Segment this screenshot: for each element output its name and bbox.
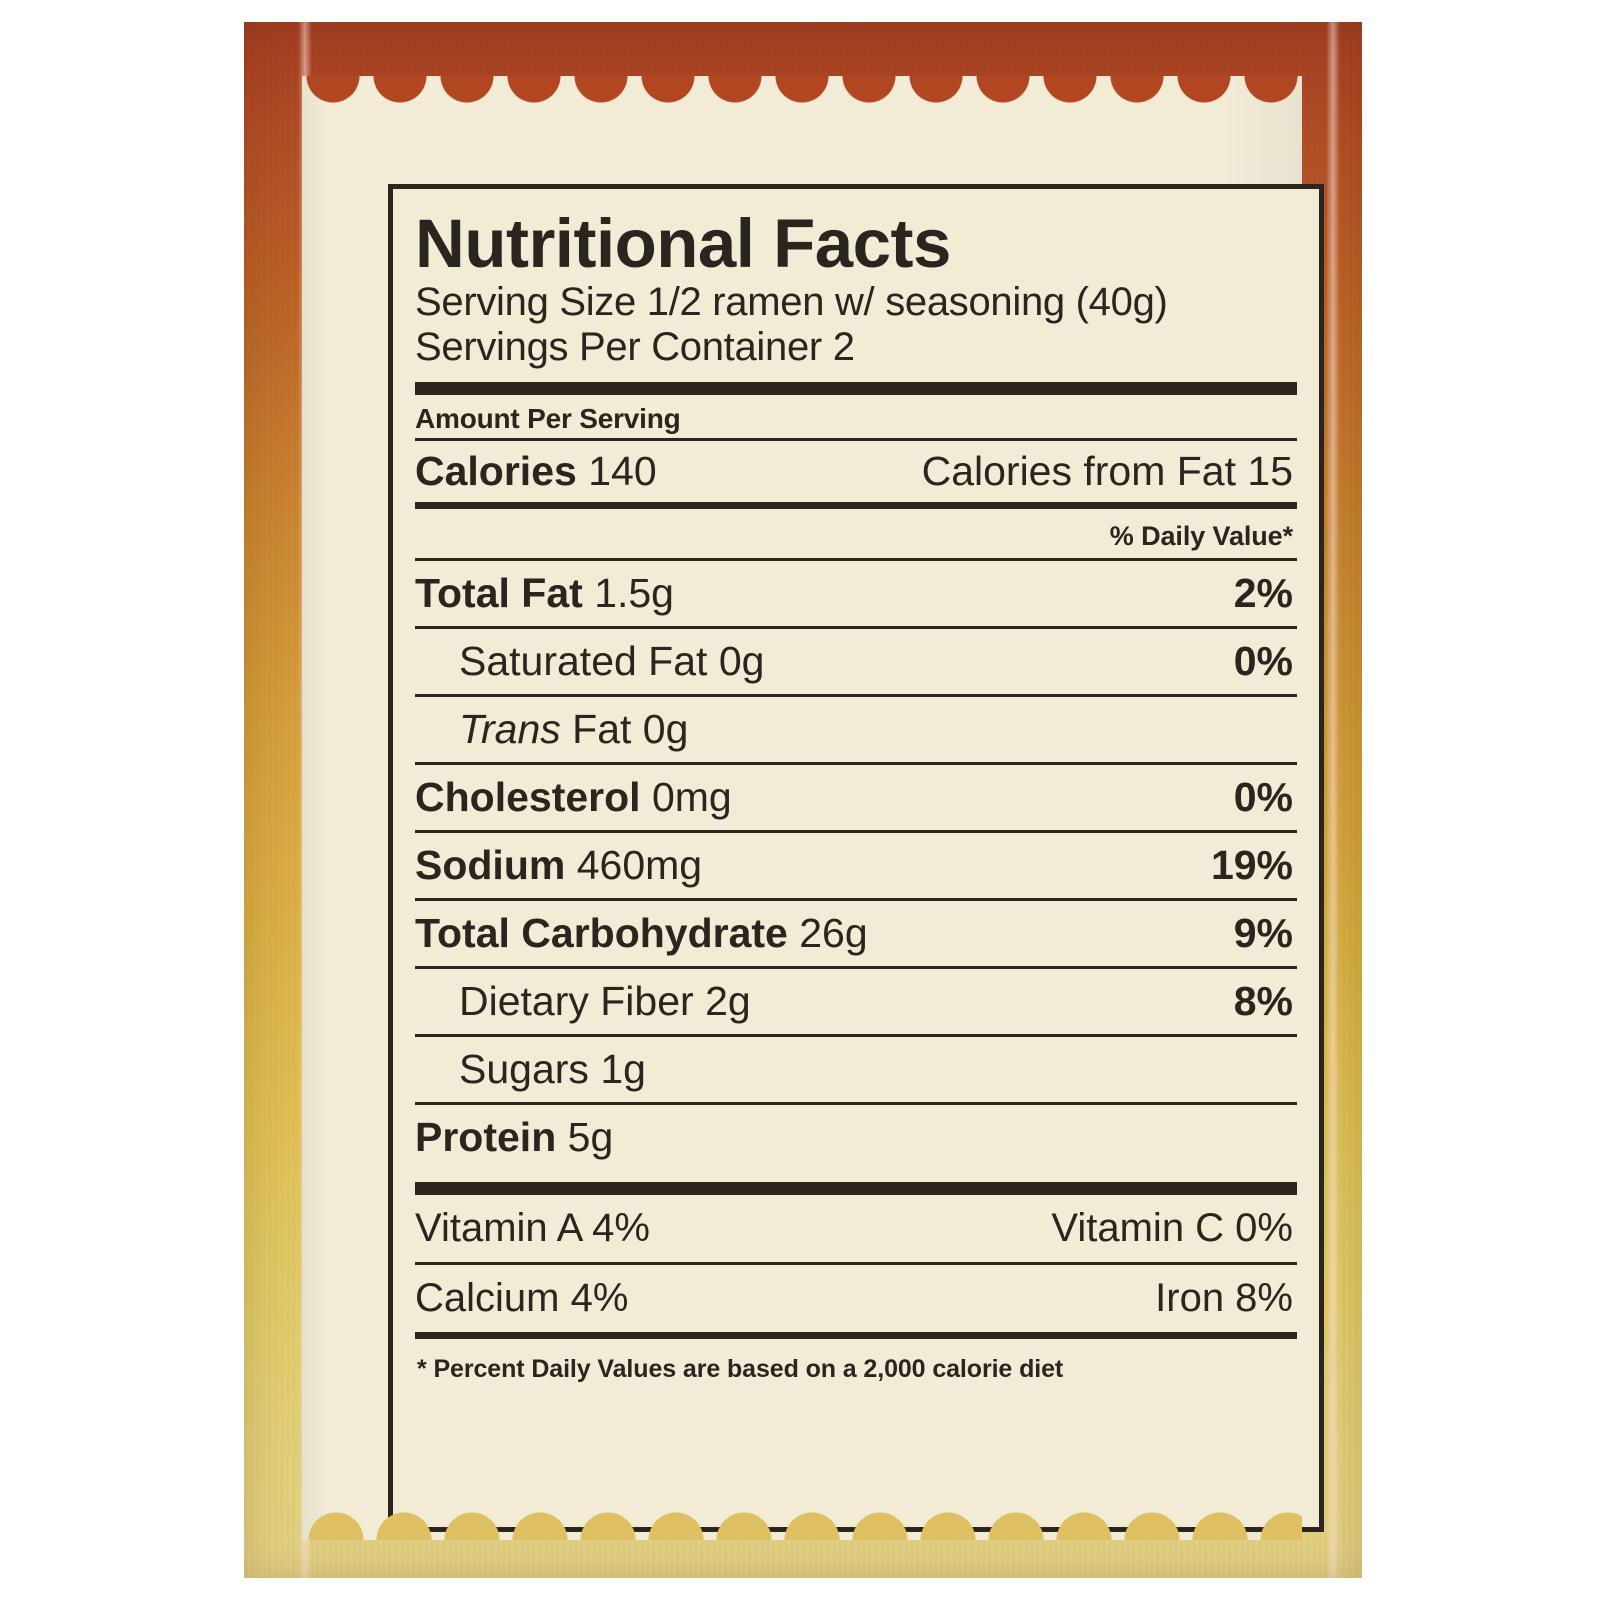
divider-thick-vitamins [415,1182,1297,1196]
nutrient-divider [415,966,1297,970]
vitamin-left: Vitamin A 4% [415,1206,650,1251]
vitamin-left: Calcium 4% [415,1276,629,1321]
nutrient-label: Saturated Fat 0g [459,638,765,685]
nutrient-row: Sugars 1g [415,1037,1297,1102]
nutrient-rows-container: Total Fat 1.5g 2% Saturated Fat 0g 0% Trans … [415,561,1297,1170]
nutrition-facts-panel: Nutritional Facts Serving Size 1/2 ramen… [388,184,1324,1532]
divider-above-footnote [415,1332,1297,1340]
nutrient-name: Dietary Fiber [459,978,694,1025]
nutrient-daily-value: 9% [1233,910,1293,957]
divider-under-dv-header [415,558,1297,562]
serving-size-text: Serving Size 1/2 ramen w/ seasoning (40g… [415,280,1168,324]
vitamin-row: Calcium 4% Iron 8% [415,1265,1297,1332]
nutrient-divider [415,626,1297,630]
nutrient-row: Protein 5g [415,1105,1297,1170]
nutrient-daily-value: 19% [1210,842,1293,889]
nutrient-row: Saturated Fat 0g 0% [415,629,1297,694]
calories-row: Calories 140 Calories from Fat 15 [415,441,1297,502]
vitamin-right: Vitamin C 0% [1051,1206,1293,1251]
nutrient-row: Total Carbohydrate 26g 9% [415,901,1297,966]
nutrient-name: Total Carbohydrate [415,910,788,957]
nutrient-label: Protein 5g [415,1114,614,1161]
footnote-text: * Percent Daily Values are based on a 2,… [417,1355,1064,1384]
nutrient-daily-value: 8% [1233,978,1293,1025]
nutrient-row: Sodium 460mg 19% [415,833,1297,898]
nutrient-divider [415,830,1297,834]
divider-thick-top [415,382,1297,396]
scallop-edge-top [302,76,1302,122]
nutrient-name: Total Fat [415,570,583,617]
divider-under-calories [415,502,1297,510]
amount-per-serving-label: Amount Per Serving [415,403,681,435]
nutrient-row: Cholesterol 0mg 0% [415,765,1297,830]
package-seam-right [1326,22,1340,1578]
calories-left: Calories 140 [415,448,657,495]
vitamin-rows-container: Vitamin A 4% Vitamin C 0% Calcium 4% Iron 8… [415,1195,1297,1332]
nutrient-name: Sodium [415,842,566,889]
scallop-edge-bottom [302,1492,1302,1540]
nutrient-label: Total Fat 1.5g [415,570,674,617]
servings-per-container-text: Servings Per Container 2 [415,325,855,370]
nutrient-name: Cholesterol [415,774,641,821]
vitamin-divider [415,1262,1297,1266]
nutrient-divider [415,1102,1297,1106]
nutrient-label: Total Carbohydrate 26g [415,910,868,957]
calories-label: Calories [415,448,577,495]
nutrient-name: Trans Fat [459,706,632,753]
nutrient-name: Protein [415,1114,557,1161]
nutrient-label: Cholesterol 0mg [415,774,732,821]
calories-value: 140 [588,448,657,495]
nutrient-row: Dietary Fiber 2g 8% [415,969,1297,1034]
daily-value-header: % Daily Value* [1109,521,1293,552]
nutrient-divider [415,1034,1297,1038]
divider-under-amount [415,438,1297,442]
nutrient-name-italic: Trans [459,706,561,753]
nutrient-label: Sodium 460mg [415,842,703,889]
nutrient-divider [415,694,1297,698]
nutrient-daily-value: 0% [1233,774,1293,821]
vitamin-right: Iron 8% [1155,1276,1293,1321]
nutrient-name: Sugars [459,1046,589,1093]
page-title: Nutritional Facts [415,205,951,282]
calories-from-fat: Calories from Fat 15 [921,448,1293,495]
nutrient-daily-value: 0% [1233,638,1293,685]
nutrition-label-card: Nutritional Facts Serving Size 1/2 ramen… [302,76,1324,1540]
vitamin-row: Vitamin A 4% Vitamin C 0% [415,1195,1297,1262]
nutrient-divider [415,898,1297,902]
nutrient-name: Saturated Fat [459,638,708,685]
nutrient-label: Trans Fat 0g [459,706,689,753]
package-photo: Nutritional Facts Serving Size 1/2 ramen… [244,22,1362,1578]
nutrient-daily-value: 2% [1233,570,1293,617]
nutrient-row: Total Fat 1.5g 2% [415,561,1297,626]
nutrient-row: Trans Fat 0g [415,697,1297,762]
nutrient-label: Sugars 1g [459,1046,646,1093]
nutrient-divider [415,762,1297,766]
nutrient-label: Dietary Fiber 2g [459,978,751,1025]
